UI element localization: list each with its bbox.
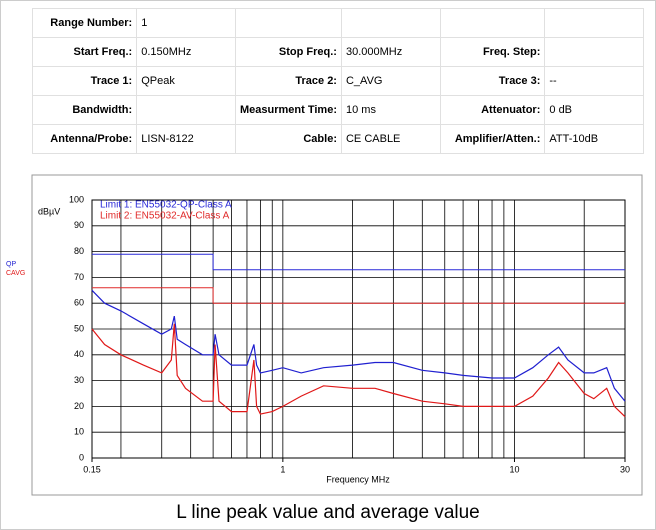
chart-frame: [31, 174, 643, 496]
y-axis-label: dBµV: [38, 206, 60, 216]
empty-cell: [340, 8, 441, 38]
series-line: [91, 323, 626, 418]
field-value: 0 dB: [544, 95, 644, 125]
y-tick-label: 10: [74, 427, 84, 437]
table-row: Range Number: 1: [31, 8, 644, 38]
field-value: 1: [136, 8, 236, 38]
field-value: 10 ms: [340, 95, 441, 125]
field-label: Trace 2:: [234, 66, 342, 96]
legend-entry: QP: [6, 261, 16, 268]
x-axis-label: Frequency MHz: [326, 474, 390, 484]
legend-entry: Limit 2: EN55032-AV-Class A: [100, 211, 230, 222]
field-value: CE CABLE: [340, 124, 441, 154]
field-value: ATT-10dB: [544, 124, 644, 154]
x-tick-label: 10: [509, 464, 519, 474]
series-line: [92, 287, 625, 304]
y-tick-label: 100: [69, 194, 84, 204]
table-row: Bandwidth: Measurment Time: 10 ms Attenuato…: [31, 95, 644, 125]
x-tick-label: 0.15: [83, 464, 101, 474]
legend-entry: Limit 1: EN55032-QP-Class A: [100, 200, 232, 211]
series-line: [91, 289, 626, 402]
field-label: Trace 3:: [439, 66, 546, 96]
y-tick-label: 20: [74, 401, 84, 411]
y-tick-label: 90: [74, 220, 84, 230]
field-label: Antenna/Probe:: [31, 124, 138, 154]
table-row: Trace 1: QPeak Trace 2: C_AVG Trace 3: --: [31, 66, 644, 96]
y-tick-label: 80: [74, 246, 84, 256]
x-tick-label: 30: [620, 464, 630, 474]
y-tick-label: 0: [79, 452, 84, 462]
field-label: Attenuator:: [439, 95, 546, 125]
field-value: C_AVG: [340, 66, 441, 96]
field-value: --: [544, 66, 644, 96]
y-tick-label: 60: [74, 298, 84, 308]
y-tick-label: 50: [74, 323, 84, 333]
y-tick-label: 70: [74, 272, 84, 282]
field-value: [544, 37, 644, 67]
field-value: QPeak: [136, 66, 236, 96]
field-label: Cable:: [234, 124, 342, 154]
field-value: 0.150MHz: [136, 37, 236, 67]
field-label: Amplifier/Atten.:: [439, 124, 546, 154]
settings-table: Range Number: 1 Start Freq.: 0.150MHz Stop F…: [31, 8, 644, 154]
caption: L line peak value and average value: [176, 502, 480, 523]
series-line: [92, 253, 625, 271]
field-label: Range Number:: [31, 8, 138, 38]
y-tick-label: 30: [74, 375, 84, 385]
y-tick-label: 40: [74, 349, 84, 359]
x-tick-label: 1: [280, 464, 285, 474]
field-label: Freq. Step:: [439, 37, 546, 67]
table-row: Antenna/Probe: LISN-8122 Cable: CE CABLE Amp…: [31, 124, 644, 154]
field-value: [136, 95, 236, 125]
legend-entry: CAVG: [6, 270, 25, 277]
